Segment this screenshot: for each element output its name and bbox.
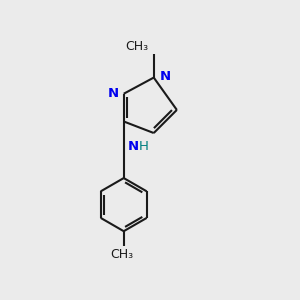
Text: N: N: [160, 70, 171, 83]
Text: CH₃: CH₃: [125, 40, 148, 52]
Text: CH₃: CH₃: [110, 248, 133, 261]
Text: H: H: [138, 140, 148, 153]
Text: N: N: [108, 87, 119, 100]
Text: N: N: [128, 140, 139, 153]
